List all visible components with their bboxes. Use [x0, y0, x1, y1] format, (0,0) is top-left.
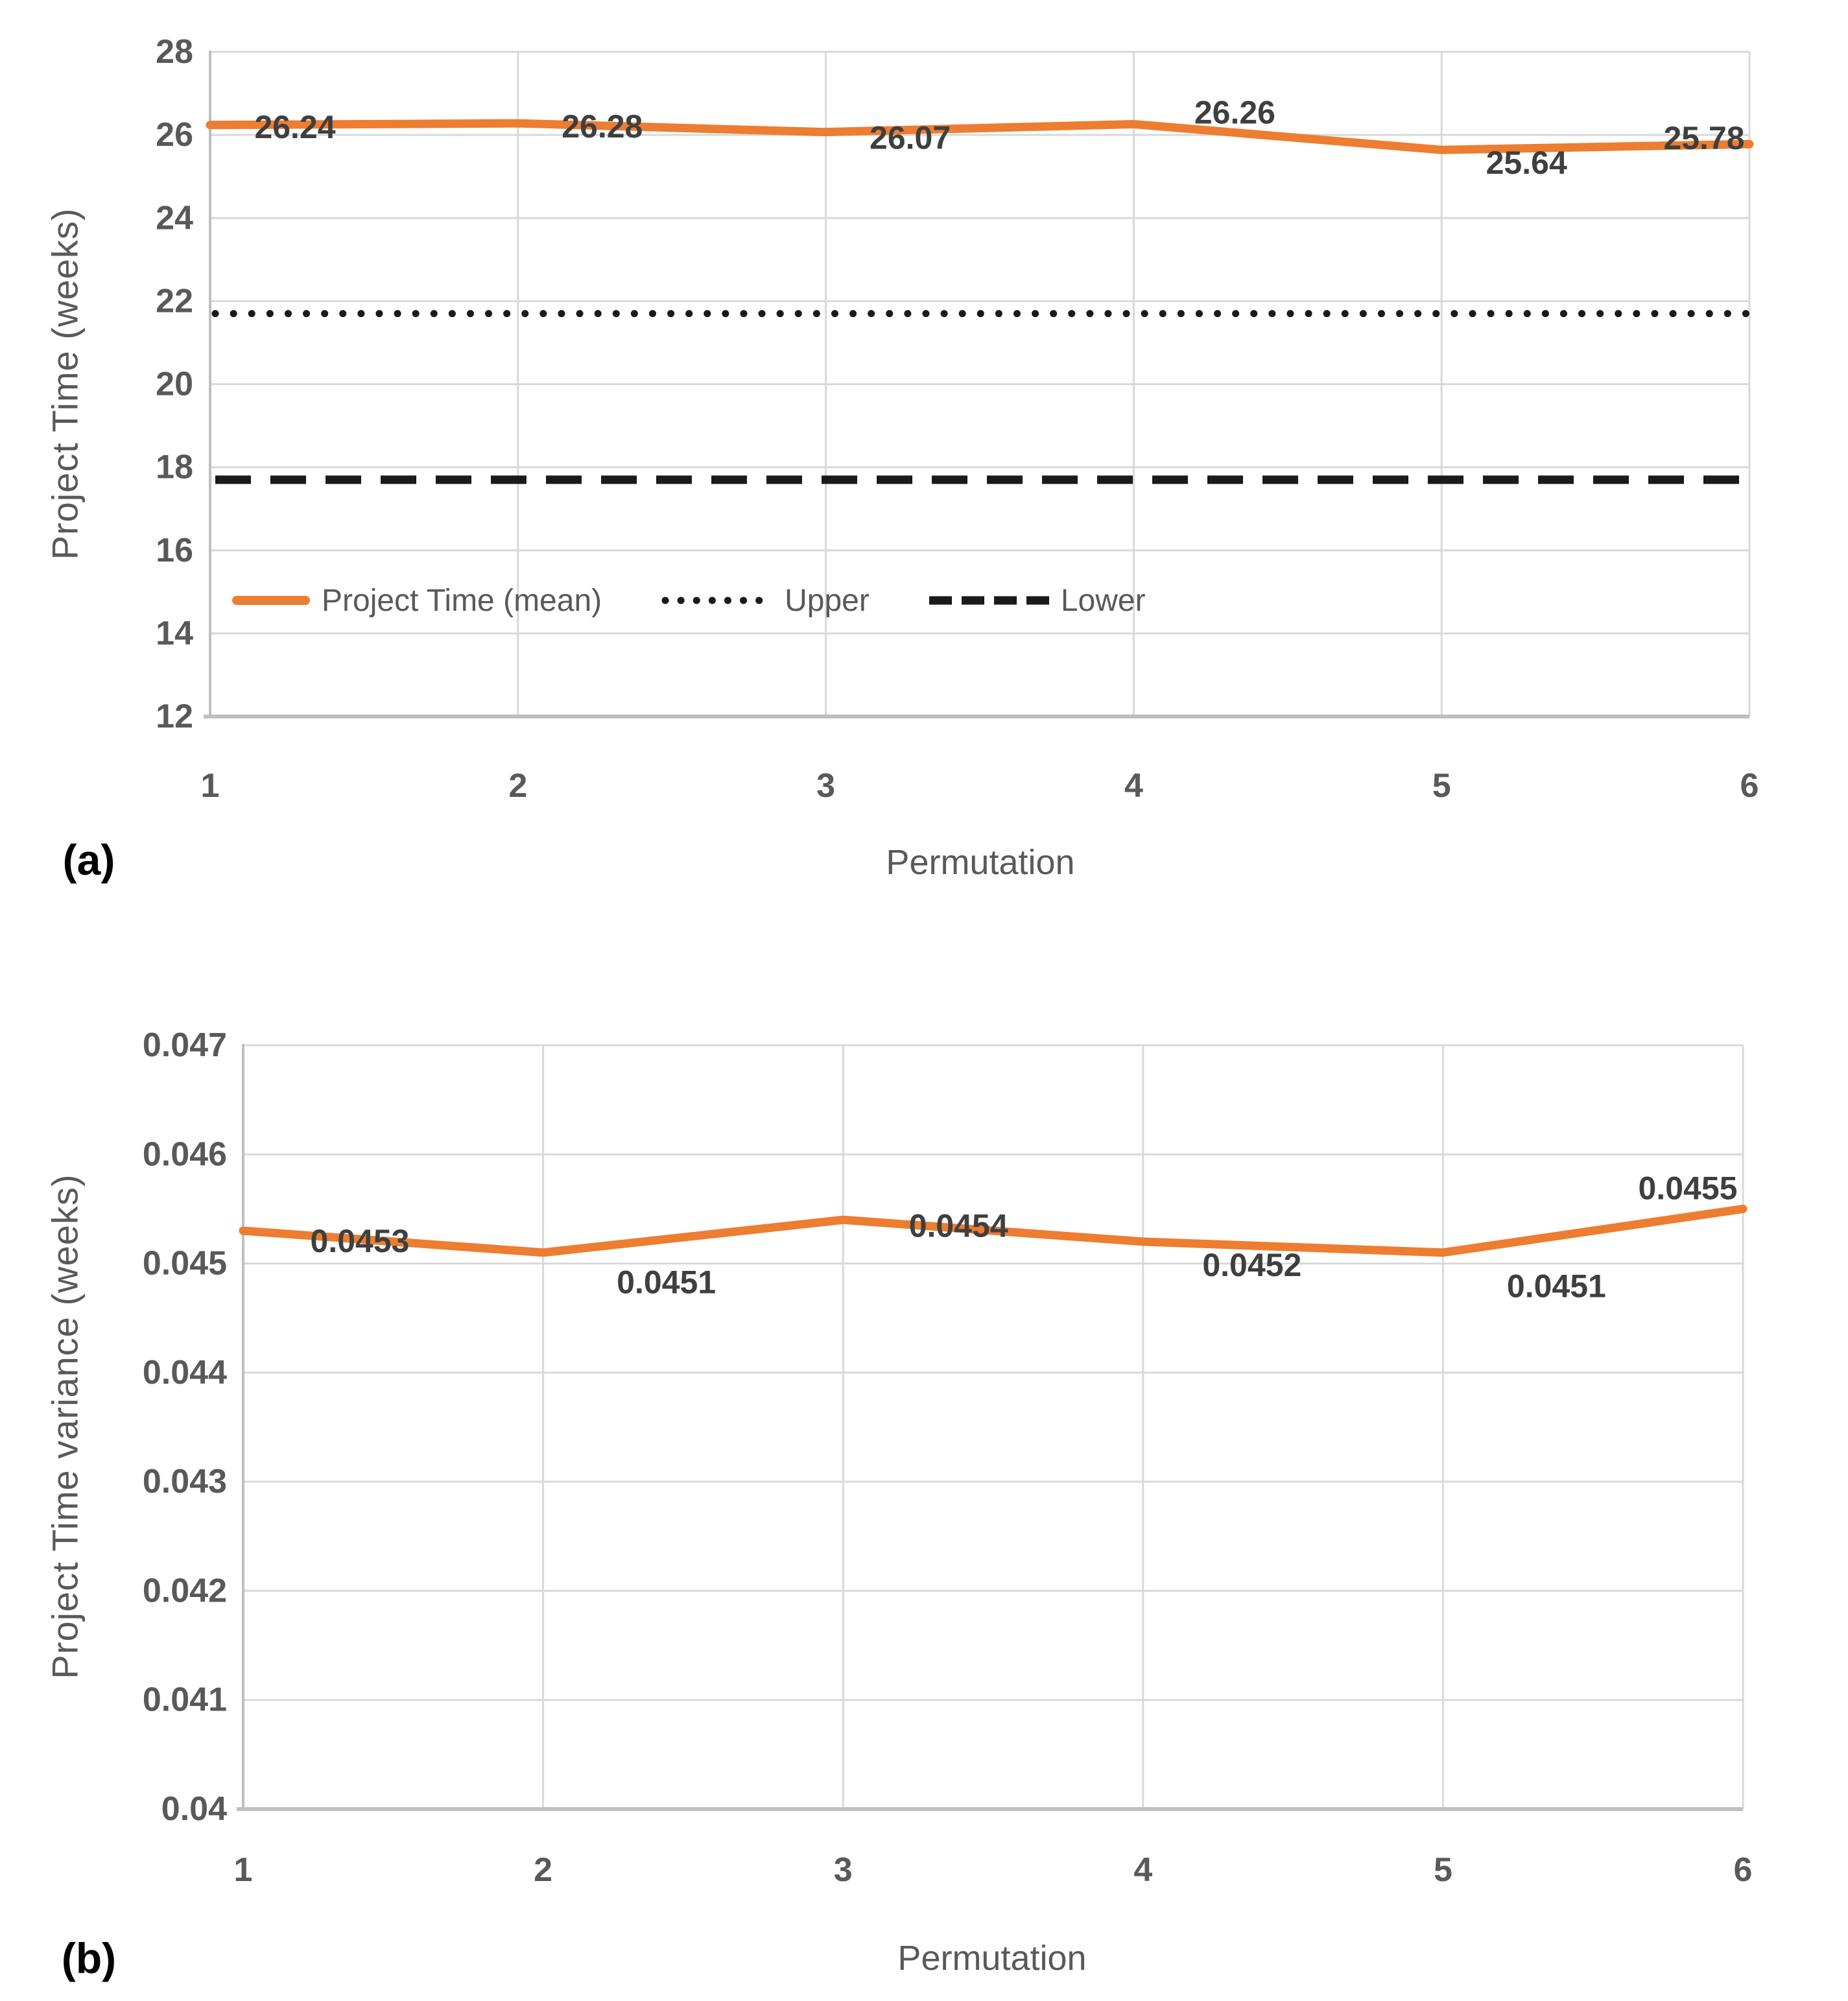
- x-tick-label: 2: [534, 1851, 552, 1889]
- x-tick-label: 5: [1432, 767, 1451, 805]
- y-tick-label: 18: [156, 449, 193, 486]
- x-tick-label: 3: [816, 767, 835, 805]
- data-label: 0.0455: [1639, 1170, 1738, 1206]
- y-tick-label: 0.042: [143, 1572, 227, 1609]
- series-solid-line: [206, 119, 1754, 154]
- data-label: 0.0452: [1202, 1247, 1301, 1283]
- data-label: 0.0453: [311, 1223, 410, 1259]
- y-tick-label: 0.04: [161, 1790, 227, 1828]
- data-label: 26.26: [1194, 94, 1275, 130]
- x-tick-label: 1: [201, 767, 220, 805]
- data-label: 26.24: [254, 109, 335, 145]
- y-tick-label: 0.047: [143, 1026, 227, 1064]
- legend-label-project-time-mean: Project Time (mean): [322, 583, 602, 618]
- chart-b-x-axis-title: Permutation: [897, 1939, 1087, 1978]
- y-tick-label: 28: [156, 33, 193, 71]
- y-tick-label: 14: [156, 615, 193, 652]
- legend-item-lower: Lower: [929, 583, 1146, 619]
- y-tick-label: 0.044: [143, 1354, 227, 1391]
- y-tick-label: 0.041: [143, 1681, 227, 1719]
- panel-label-a: (a): [62, 836, 115, 884]
- x-tick-label: 5: [1434, 1851, 1452, 1889]
- legend-solid-line-icon: [232, 596, 310, 605]
- y-tick-label: 20: [156, 366, 193, 403]
- x-tick-label: 1: [234, 1851, 253, 1889]
- data-label: 25.64: [1486, 145, 1567, 181]
- chart-a-y-axis-title: Project Time (weeks): [44, 207, 86, 560]
- chart-a-legend: Project Time (mean) Upper Lower: [232, 581, 1146, 620]
- chart-b-y-axis-title: Project Time variance (weeks): [44, 1174, 86, 1679]
- data-label: 26.28: [562, 108, 643, 145]
- chart-b-plot-area: 0.047 0.046 0.045 0.044 0.043 0.042 0.041 0.041…: [143, 1026, 1753, 1889]
- data-label: 26.07: [870, 120, 951, 156]
- panel-label-b: (b): [61, 1934, 117, 1982]
- legend-label-lower: Lower: [1060, 583, 1146, 618]
- legend-item-project-time-mean: Project Time (mean): [232, 583, 602, 619]
- data-label: 0.0451: [1507, 1268, 1606, 1305]
- legend-label-upper: Upper: [785, 583, 870, 618]
- data-label: 0.0451: [617, 1264, 716, 1301]
- legend-dashed-line-icon: [929, 596, 1049, 605]
- x-tick-label: 6: [1734, 1851, 1753, 1889]
- y-tick-label: 26: [156, 116, 193, 154]
- y-tick-label: 12: [156, 698, 193, 735]
- x-tick-label: 2: [508, 767, 527, 805]
- data-label: 0.0454: [909, 1207, 1008, 1244]
- series-solid-line: [239, 1204, 1747, 1257]
- legend-item-upper: Upper: [661, 583, 870, 619]
- y-tick-label: 0.043: [143, 1463, 227, 1500]
- y-tick-label: 0.046: [143, 1135, 227, 1173]
- x-tick-label: 4: [1133, 1851, 1152, 1889]
- y-tick-label: 24: [156, 199, 193, 237]
- legend-dotted-line-icon: [661, 597, 774, 604]
- y-tick-label: 22: [156, 282, 193, 320]
- x-tick-label: 4: [1124, 767, 1143, 805]
- data-label: 25.78: [1663, 120, 1744, 156]
- x-tick-label: 3: [834, 1851, 853, 1889]
- x-tick-label: 6: [1740, 767, 1759, 805]
- chart-a-x-axis-title: Permutation: [886, 843, 1075, 882]
- y-tick-label: 16: [156, 532, 193, 569]
- y-tick-label: 0.045: [143, 1245, 227, 1283]
